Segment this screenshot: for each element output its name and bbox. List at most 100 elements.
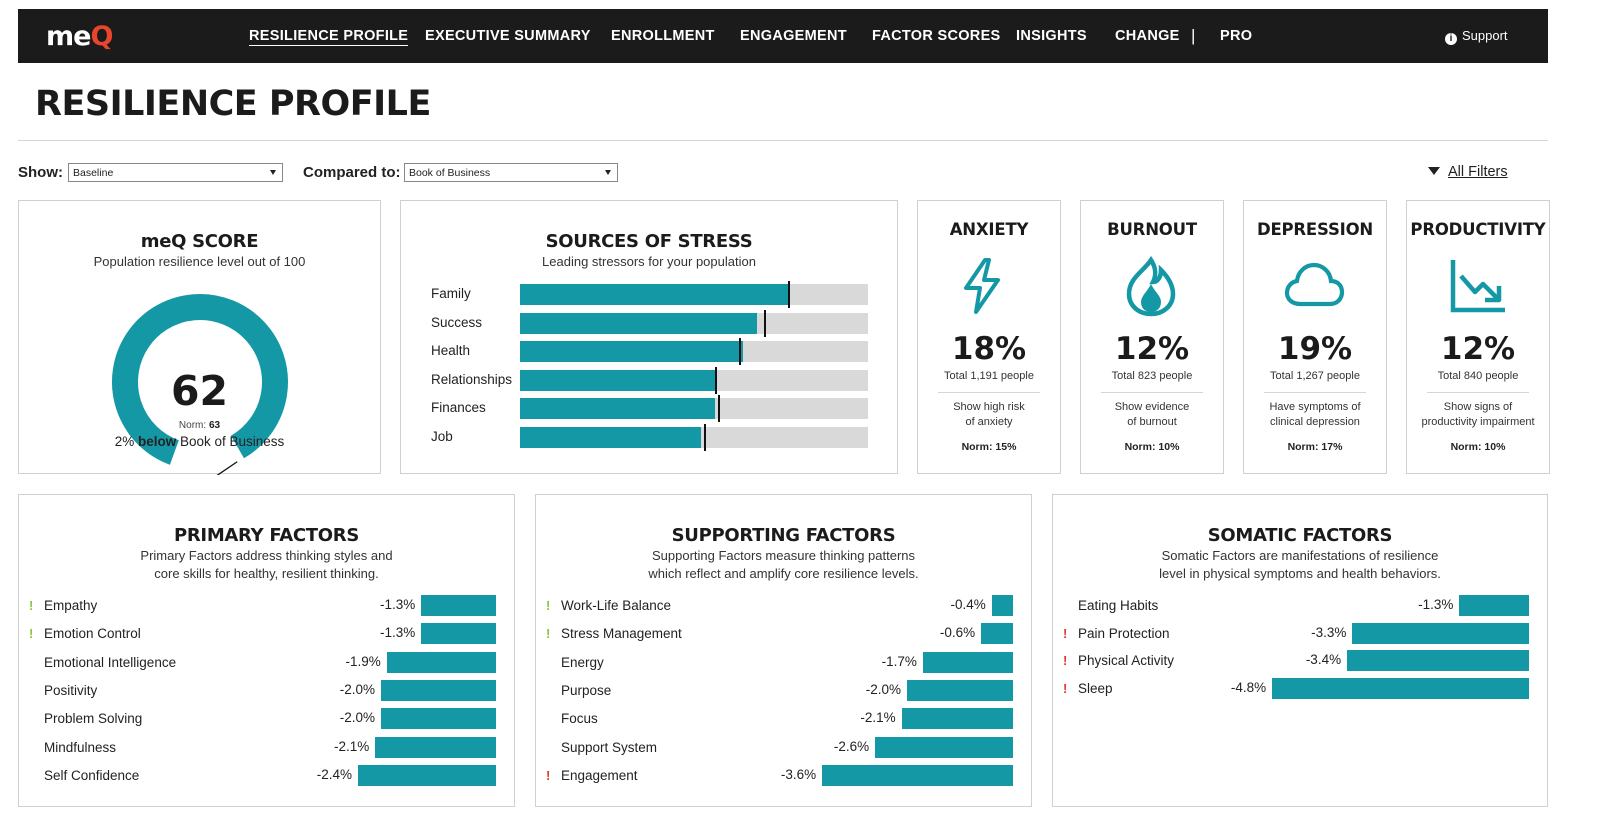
factor-label-engagement[interactable]: Engagement xyxy=(561,767,638,783)
factor-value: -1.9% xyxy=(345,653,381,669)
show-select[interactable]: Baseline xyxy=(68,163,283,182)
factor-value: -4.8% xyxy=(1230,679,1267,695)
stress-norm-marker xyxy=(763,309,766,337)
primary-subtitle: Primary Factors address thinking styles … xyxy=(140,548,393,581)
score-comparison: 2% below Book of Business xyxy=(114,434,285,449)
factor-bar-empathy[interactable] xyxy=(421,595,496,616)
factor-value: -2.0% xyxy=(339,710,375,726)
stress-bar-track xyxy=(520,309,868,337)
factor-value: -0.6% xyxy=(939,625,976,641)
factor-bar-emotional-intelligence[interactable] xyxy=(386,651,496,673)
productivity-divider xyxy=(1427,392,1529,393)
nav-separator: | xyxy=(1191,26,1196,45)
burnout-value: 12% xyxy=(1114,331,1190,367)
score-value: 62 xyxy=(170,367,229,415)
stress-bar-finances[interactable] xyxy=(520,398,715,419)
stress-bar-family[interactable] xyxy=(520,284,788,305)
nav-item-enrollment[interactable]: ENROLLMENT xyxy=(611,28,715,44)
compare-select-value: Book of Business xyxy=(409,167,491,179)
factor-bar-problem-solving[interactable] xyxy=(381,708,496,730)
factor-bar-sleep[interactable] xyxy=(1272,677,1529,699)
somatic-title: SOMATIC FACTORS xyxy=(1207,525,1393,546)
factor-value: -2.1% xyxy=(333,738,370,754)
somatic-subtitle: Somatic Factors are manifestations of re… xyxy=(1159,548,1441,581)
burnout-divider xyxy=(1101,392,1203,393)
stress-bar-job[interactable] xyxy=(520,426,701,448)
factor-label-emotion-control[interactable]: Emotion Control xyxy=(44,626,141,642)
stress-norm-marker xyxy=(787,281,790,308)
factor-label-problem-solving[interactable]: Problem Solving xyxy=(44,711,143,727)
supporting-title: SUPPORTING FACTORS xyxy=(671,525,896,546)
factor-label-sleep[interactable]: Sleep xyxy=(1078,680,1113,696)
nav-item-pro[interactable]: PRO xyxy=(1220,28,1253,44)
factor-bar-work-life-balance[interactable] xyxy=(991,595,1013,616)
factor-bar-engagement[interactable] xyxy=(822,764,1013,786)
score-title: meQ SCORE xyxy=(140,231,259,252)
all-filters-label: All Filters xyxy=(1448,164,1508,180)
compare-select[interactable]: Book of Business xyxy=(404,163,618,182)
factor-bar-support-system[interactable] xyxy=(875,736,1013,758)
nav-item-factor-scores[interactable]: FACTOR SCORES xyxy=(872,28,1001,44)
anxiety-description: Show high risk of anxiety xyxy=(953,401,1025,428)
stress-norm-marker xyxy=(704,423,707,451)
gauge-norm-marker xyxy=(216,461,238,475)
supporting-subtitle: Supporting Factors measure thinking patt… xyxy=(648,548,919,581)
factor-value: -2.1% xyxy=(860,710,896,726)
factor-label-energy[interactable]: Energy xyxy=(561,654,604,670)
page-title: RESILIENCE PROFILE xyxy=(35,84,431,124)
factor-bar-positivity[interactable] xyxy=(381,679,496,701)
factor-bar-eating-habits[interactable] xyxy=(1459,595,1529,616)
alert-flag-icon: ! xyxy=(1063,653,1068,669)
stress-label-health: Health xyxy=(431,343,471,358)
factor-bar-self-confidence[interactable] xyxy=(358,764,496,786)
factor-bar-pain-protection[interactable] xyxy=(1352,622,1529,644)
factor-label-empathy[interactable]: Empathy xyxy=(44,598,98,613)
factor-label-purpose[interactable]: Purpose xyxy=(561,682,612,698)
factor-label-support-system[interactable]: Support System xyxy=(561,739,658,755)
nav-item-change[interactable]: CHANGE xyxy=(1115,28,1180,44)
stress-label-family: Family xyxy=(431,286,471,301)
nav-item-executive-summary[interactable]: EXECUTIVE SUMMARY xyxy=(425,28,591,44)
factor-bar-physical-activity[interactable] xyxy=(1347,650,1529,672)
burnout-total: Total 823 people xyxy=(1111,370,1193,382)
factor-bar-stress-management[interactable] xyxy=(981,623,1013,645)
factor-label-work-life-balance[interactable]: Work-Life Balance xyxy=(561,598,672,613)
stress-bar-track xyxy=(520,366,868,394)
show-select-value: Baseline xyxy=(73,167,114,179)
factor-label-emotional-intelligence[interactable]: Emotional Intelligence xyxy=(44,654,177,670)
stress-label-finances: Finances xyxy=(431,400,486,415)
factor-label-stress-management[interactable]: Stress Management xyxy=(561,626,682,642)
factor-label-focus[interactable]: Focus xyxy=(561,711,598,727)
factor-label-positivity[interactable]: Positivity xyxy=(44,682,98,698)
factor-bar-emotion-control[interactable] xyxy=(421,623,496,645)
alert-flag-icon: ! xyxy=(546,598,551,613)
stress-bar-relationships[interactable] xyxy=(520,369,715,391)
chevron-down-icon xyxy=(270,170,276,175)
stress-bar-health[interactable] xyxy=(520,341,743,362)
support-label: Support xyxy=(1462,28,1508,43)
factor-label-mindfulness[interactable]: Mindfulness xyxy=(44,739,117,755)
stress-bar-success[interactable] xyxy=(520,312,757,334)
productivity-card: PRODUCTIVITY 12% Total 840 people Show sign… xyxy=(1406,200,1550,474)
factor-value: -2.4% xyxy=(316,766,352,782)
funnel-icon xyxy=(1428,167,1440,175)
nav-item-resilience-profile[interactable]: RESILIENCE PROFILE xyxy=(249,28,409,46)
factor-label-self-confidence[interactable]: Self Confidence xyxy=(44,767,140,783)
depression-divider xyxy=(1264,392,1366,393)
all-filters-link[interactable]: All Filters xyxy=(1428,164,1508,180)
factor-label-physical-activity[interactable]: Physical Activity xyxy=(1078,653,1175,669)
score-subtitle: Population resilience level out of 100 xyxy=(93,254,306,269)
support-link[interactable]: i Support xyxy=(1445,28,1508,45)
factor-bar-mindfulness[interactable] xyxy=(375,736,496,758)
stress-label-success: Success xyxy=(431,314,483,330)
meq-logo[interactable]: meQ xyxy=(46,21,113,52)
factor-value: -2.0% xyxy=(865,681,901,697)
factor-bar-focus[interactable] xyxy=(901,708,1013,730)
nav-item-engagement[interactable]: ENGAGEMENT xyxy=(740,28,847,44)
factor-bar-purpose[interactable] xyxy=(907,679,1013,701)
factor-label-pain-protection[interactable]: Pain Protection xyxy=(1078,625,1170,641)
factor-value: -1.7% xyxy=(881,653,917,669)
factor-bar-energy[interactable] xyxy=(922,651,1013,673)
nav-item-insights[interactable]: INSIGHTS xyxy=(1016,28,1087,44)
factor-label-eating-habits[interactable]: Eating Habits xyxy=(1078,598,1159,613)
